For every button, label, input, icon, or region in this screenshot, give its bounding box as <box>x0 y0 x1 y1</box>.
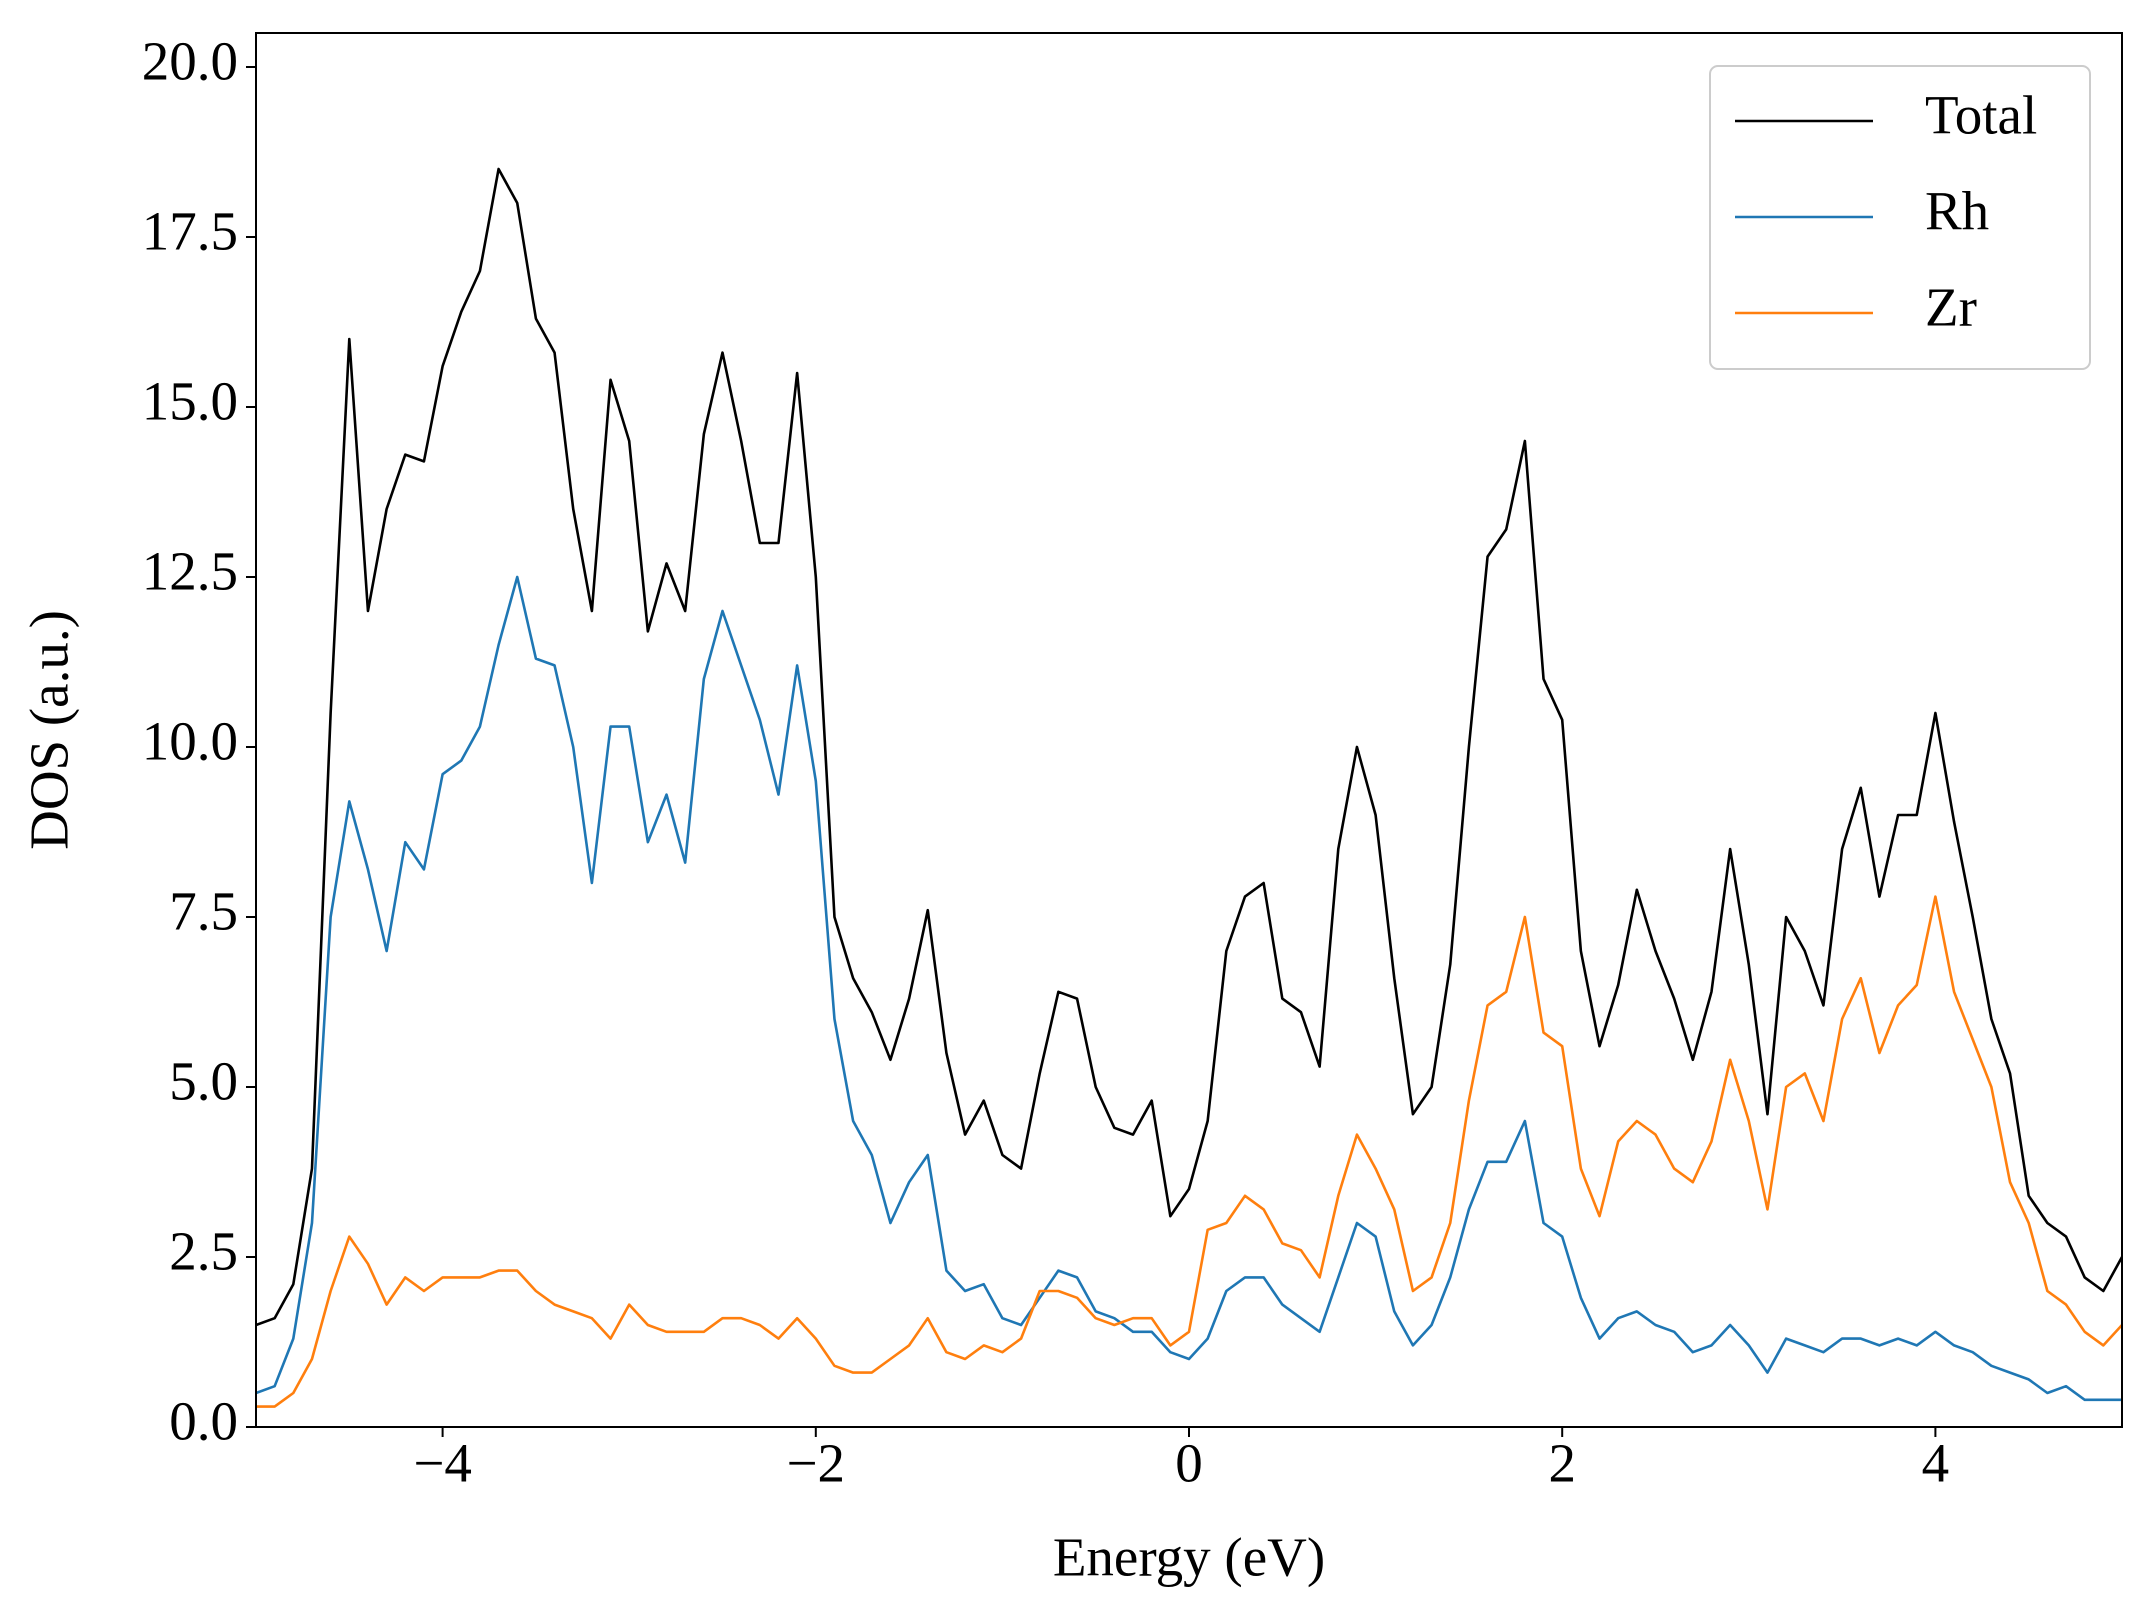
y-tick-label: 0.0 <box>169 1391 238 1452</box>
y-tick-label: 7.5 <box>169 881 238 942</box>
plot-lines <box>256 167 2122 1408</box>
series-line <box>256 895 2122 1408</box>
series-line <box>256 167 2122 1327</box>
x-axis-label: Energy (eV) <box>1053 1527 1325 1588</box>
y-tick-label: 12.5 <box>142 541 238 602</box>
x-tick-label: −2 <box>787 1433 846 1494</box>
x-tick-label: −4 <box>413 1433 472 1494</box>
series-line <box>256 575 2122 1402</box>
y-tick-label: 15.0 <box>142 371 238 432</box>
legend-label: Zr <box>1925 277 1977 338</box>
y-tick-label: 10.0 <box>142 711 238 772</box>
y-axis-label: DOS (a.u.) <box>19 610 80 850</box>
x-tick-label: 0 <box>1175 1433 1203 1494</box>
y-tick-label: 5.0 <box>169 1051 238 1112</box>
legend-label: Rh <box>1925 181 1989 242</box>
y-tick-label: 20.0 <box>142 31 238 92</box>
y-tick-label: 17.5 <box>142 201 238 262</box>
x-tick-label: 2 <box>1548 1433 1576 1494</box>
x-tick-label: 4 <box>1922 1433 1950 1494</box>
y-tick-label: 2.5 <box>169 1221 238 1282</box>
legend-label: Total <box>1925 85 2037 146</box>
legend-box <box>1709 65 2091 370</box>
